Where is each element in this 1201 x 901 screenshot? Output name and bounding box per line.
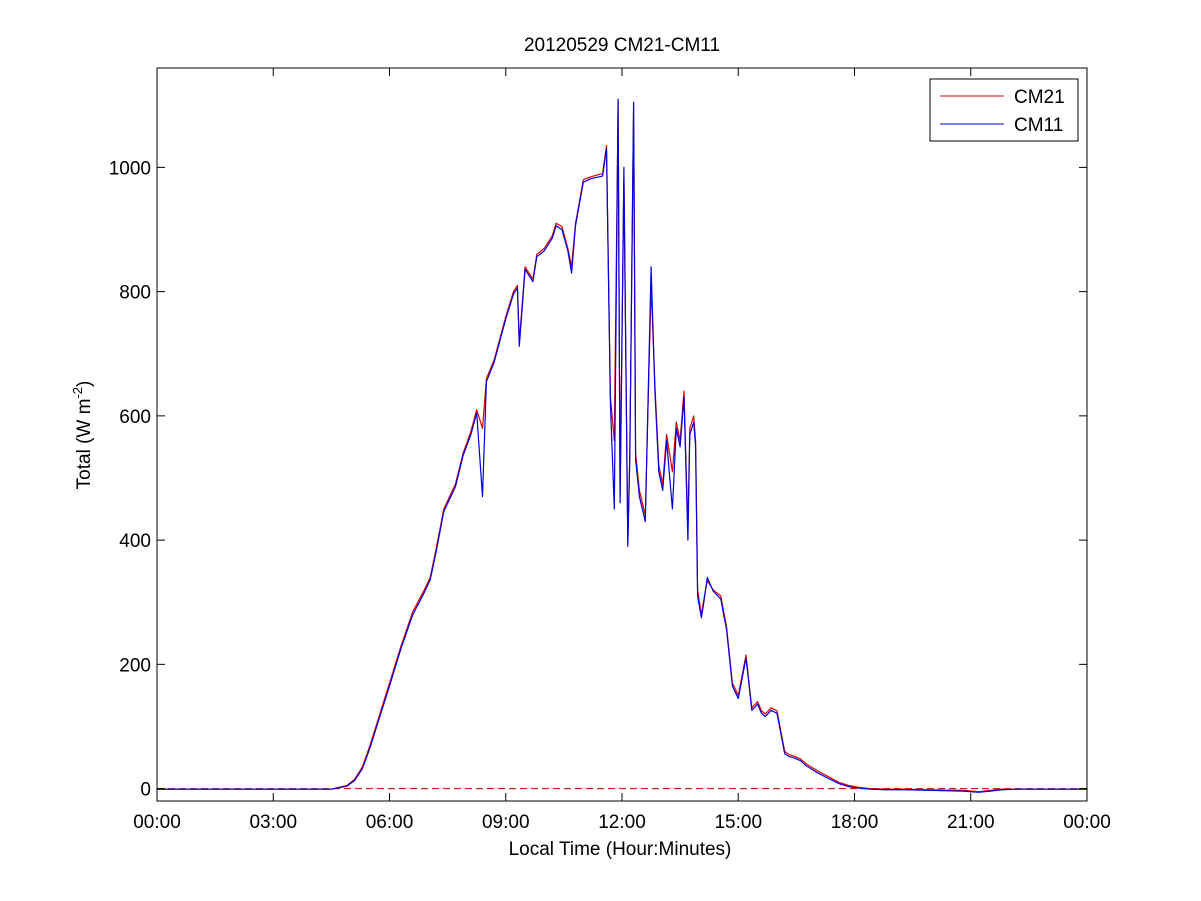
y-axis-label-suffix: ): [74, 381, 95, 387]
y-axis: 0 200 400 600 800 1000: [109, 158, 1087, 801]
y-tick-label: 1000: [109, 158, 151, 179]
x-tick-label: 00:00: [1063, 812, 1111, 833]
x-tick-label: 06:00: [366, 812, 414, 833]
x-tick-label: 00:00: [133, 812, 181, 833]
x-tick-label: 12:00: [598, 812, 646, 833]
x-axis: 00:00 03:00 06:00 09:00 12:00 15:00 18:00 21:00…: [133, 68, 1111, 833]
x-axis-label: Local Time (Hour:Minutes): [509, 839, 732, 860]
legend: CM21 CM11: [929, 78, 1079, 142]
legend-label-cm21: CM21: [1014, 87, 1065, 108]
y-axis-label: Total (W m-2): [70, 381, 95, 490]
series-layer: [157, 98, 1087, 793]
x-tick-label: 15:00: [714, 812, 762, 833]
chart-title: 20120529 CM21-CM11: [524, 35, 720, 56]
y-axis-label-prefix: Total (W m: [74, 399, 95, 490]
y-axis-label-superscript: -2: [70, 387, 85, 399]
legend-box: [929, 78, 1079, 142]
series-line-cm11: [157, 98, 1087, 793]
y-tick-label: 600: [119, 407, 151, 428]
y-tick-label: 800: [119, 283, 151, 304]
plot-area: [157, 68, 1087, 801]
x-tick-label: 09:00: [482, 812, 530, 833]
x-tick-label: 21:00: [947, 812, 995, 833]
legend-label-cm11: CM11: [1014, 115, 1063, 136]
y-tick-label: 0: [140, 780, 151, 801]
y-tick-label: 200: [119, 655, 151, 676]
x-tick-label: 18:00: [831, 812, 879, 833]
y-tick-label: 400: [119, 531, 151, 552]
x-tick-label: 03:00: [249, 812, 297, 833]
